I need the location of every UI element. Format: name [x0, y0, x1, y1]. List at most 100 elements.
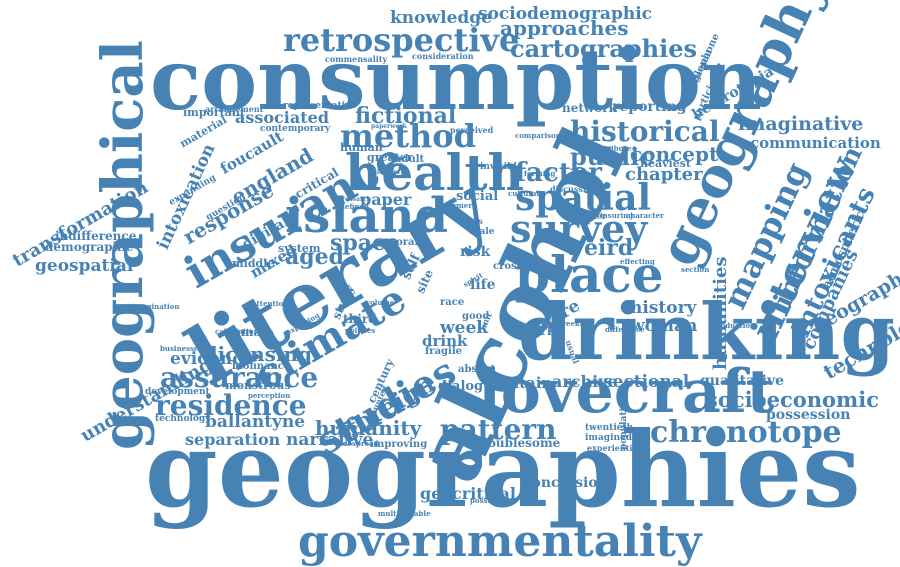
word-separation: separation — [185, 430, 281, 449]
word-weekly: weekly — [560, 319, 587, 328]
word-sociodemographic: sociodemographic — [478, 4, 653, 24]
word-governmentality: governmentality — [298, 516, 702, 567]
word-woman: woman — [630, 316, 698, 336]
word-invisible: invisible — [480, 162, 523, 172]
word-britain: britain — [495, 374, 553, 392]
word-monstrous: monstrous — [225, 379, 291, 392]
word-commensality: commensality — [325, 54, 388, 64]
word-experiential: experiential — [587, 443, 641, 453]
word-imagined: imagined — [585, 433, 633, 443]
word-effecting: effecting — [620, 257, 655, 266]
word-drink: drink — [422, 332, 468, 350]
word-adult: adult — [395, 154, 425, 165]
word-aged: aged — [285, 244, 345, 270]
word-contribute: contribute — [590, 144, 632, 153]
word-chronotope: chronotope — [650, 415, 842, 450]
word-possibilities: possibilities — [470, 496, 518, 505]
word-discussion: discussion — [550, 184, 598, 194]
word-twentieth: twentieth — [585, 423, 634, 433]
word-glass: glass — [460, 216, 483, 226]
word-sectional: sectional — [603, 372, 690, 392]
word-insuring: insuring — [600, 211, 634, 220]
word-possession: possession — [766, 407, 851, 423]
word-knowledge: knowledge — [390, 8, 492, 28]
word-difference: difference — [605, 325, 645, 334]
word-technology: technology — [155, 414, 211, 424]
word-retrospective: retrospective — [283, 21, 520, 59]
word-space: space — [330, 230, 400, 256]
word-drinking: drinking — [518, 287, 895, 378]
word-island: island — [285, 188, 449, 244]
word-assurance: assurance — [160, 361, 319, 394]
word-spatial: spatial — [515, 177, 652, 219]
word-widespread: widespread — [334, 439, 379, 448]
word-demographic: demographic — [45, 240, 134, 254]
word-defined: defined — [340, 202, 369, 211]
word-geocritical: geocritical — [420, 484, 516, 503]
word-good: good — [462, 311, 490, 322]
word-chapter: chapter — [625, 164, 703, 185]
word-female: female — [228, 325, 274, 339]
word-system: system — [278, 242, 321, 255]
word-character: character — [626, 211, 664, 220]
word-fragile: fragile — [425, 346, 463, 357]
word-consideration: consideration — [412, 51, 474, 61]
word-approaches: approaches — [500, 16, 629, 40]
word-evidence: evidence — [170, 349, 254, 369]
word-factor: factor — [515, 158, 602, 188]
word-residence: residence — [155, 389, 307, 422]
word-important: important — [183, 106, 245, 119]
word-archive: archive — [552, 372, 618, 391]
word-former: former — [445, 201, 472, 210]
word-geographies: geographies — [145, 408, 861, 531]
word-coral: coral — [390, 237, 419, 248]
word-humanity: humanity — [315, 416, 422, 440]
word-businesses: businesses — [160, 344, 203, 353]
word-ballantyne: ballantyne — [205, 412, 306, 432]
word-health: health — [345, 143, 525, 202]
word-associated: associated — [235, 108, 329, 127]
word-comparison: comparison — [515, 131, 561, 140]
word-concept: concept — [630, 142, 719, 166]
word-narrative: narrative — [286, 430, 374, 450]
word-third: third — [343, 312, 377, 326]
word-risk: risk — [460, 244, 491, 260]
word-geospatial: geospatial — [35, 256, 134, 276]
word-improving: improving — [370, 439, 428, 450]
word-volume: volume — [366, 298, 395, 307]
word-place: place — [515, 245, 664, 304]
word-indifference: indifference — [55, 229, 137, 243]
word-paperwork: paperwork — [371, 123, 407, 130]
word-life: life — [470, 277, 496, 293]
word-history: history — [630, 298, 697, 318]
word-humanities: humanities — [710, 256, 731, 370]
word-consumption: consumption — [150, 30, 763, 129]
word-weird: weird — [565, 235, 634, 261]
word-historical: historical — [570, 115, 720, 148]
word-work: work — [520, 324, 556, 339]
word-cross: cross — [493, 261, 523, 272]
word-heaviest: heaviest — [640, 157, 691, 170]
word-survey: survey — [510, 206, 648, 251]
word-absent: absent — [458, 364, 496, 375]
word-arrangement: arrangement — [205, 104, 264, 114]
word-middle: middle — [232, 257, 275, 270]
word-production: production — [712, 321, 756, 330]
word-perceived: perceived — [450, 125, 494, 135]
word-network: network — [562, 101, 617, 115]
word-attention: attention — [252, 299, 289, 308]
word-research: research — [342, 196, 372, 203]
word-element: element — [373, 169, 401, 176]
word-licensing: licensing — [210, 342, 313, 366]
word-cartographies: cartographies — [510, 34, 698, 63]
word-male: male — [470, 227, 495, 237]
word-cultural: cultural — [508, 189, 540, 198]
word-reporting: reporting — [612, 99, 687, 115]
word-perception: perception — [248, 391, 291, 400]
word-weather: weather — [570, 211, 606, 221]
word-qualitative: qualitative — [700, 373, 785, 389]
word-representative: representative — [283, 101, 357, 111]
word-fictional: fictional — [355, 103, 457, 129]
word-troublesome: troublesome — [476, 436, 561, 450]
